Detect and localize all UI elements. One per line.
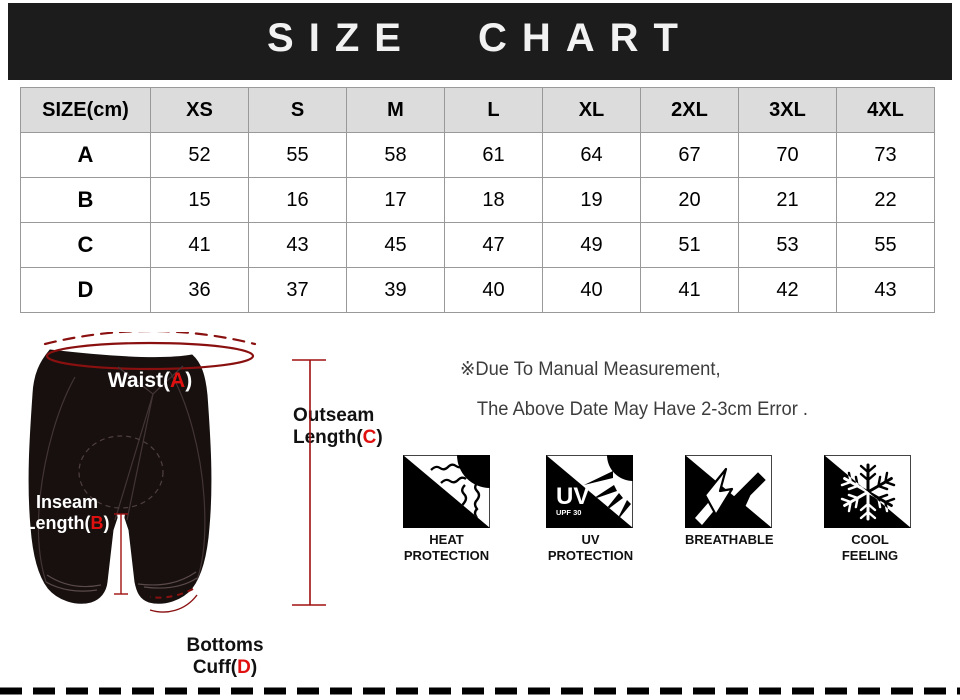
svg-text:Waist(A): Waist(A) [108,369,192,392]
svg-text:UPF 30: UPF 30 [556,508,581,517]
svg-text:UV: UV [556,483,589,510]
